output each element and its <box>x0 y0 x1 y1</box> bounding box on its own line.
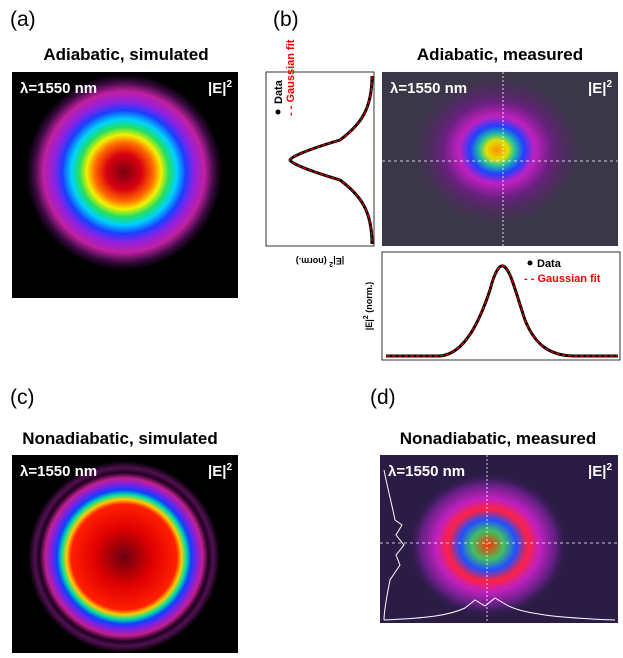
legend-label: Data <box>273 79 285 104</box>
field: |E| <box>208 80 226 97</box>
panel-title: Nonadiabatic, measured <box>400 429 597 448</box>
unit: (norm.) <box>364 282 374 316</box>
wavelength: λ=1550 nm <box>20 463 97 480</box>
fit-curve <box>386 265 618 357</box>
legend-text: Gaussian fit <box>285 39 297 102</box>
field: |E| <box>208 463 226 480</box>
mode-profile <box>407 70 587 230</box>
exponent: 2 <box>606 79 612 90</box>
field: |E| <box>588 80 606 97</box>
panel-label: (d) <box>370 386 396 409</box>
legend-marker <box>275 109 281 115</box>
profile-box <box>381 251 621 361</box>
unit: (norm.) <box>296 256 330 266</box>
profile-trace <box>383 597 616 621</box>
axis-label: |E|2 (norm.) <box>363 282 374 330</box>
field-label: |E|2 <box>208 462 232 480</box>
field: |E| <box>364 319 374 330</box>
panel-label: (b) <box>273 8 299 31</box>
legend-marker <box>527 260 533 266</box>
exponent: 2 <box>329 260 333 267</box>
exponent: 2 <box>226 79 232 90</box>
field-label: |E|2 <box>588 79 612 97</box>
fit-curve <box>289 75 373 245</box>
field-label: |E|2 <box>208 79 232 97</box>
legend-text: Gaussian fit <box>537 273 600 285</box>
legend-label: - - Gaussian fit <box>524 273 601 285</box>
field: |E| <box>588 463 606 480</box>
panel-title: Nonadiabatic, simulated <box>22 429 218 448</box>
axis-label: |E|2 (norm.) <box>296 256 344 267</box>
exponent: 2 <box>226 462 232 473</box>
panel-label: (a) <box>10 8 36 31</box>
mode-profile <box>28 461 220 653</box>
panel-title: Adiabatic, simulated <box>43 45 208 64</box>
legend-label: Data <box>537 258 562 270</box>
exponent: 2 <box>363 315 370 319</box>
wavelength: λ=1550 nm <box>388 463 465 480</box>
mode-profile <box>26 74 222 270</box>
legend-label: - - Gaussian fit <box>285 39 297 116</box>
exponent: 2 <box>606 462 612 473</box>
mode-profile <box>408 473 568 617</box>
panel-label: (c) <box>10 386 35 409</box>
profile-box <box>265 71 375 247</box>
wavelength: λ=1550 nm <box>20 80 97 97</box>
legend: Data - - Gaussian fit <box>273 39 297 116</box>
profile-trace <box>383 469 405 621</box>
field-label: |E|2 <box>588 462 612 480</box>
field: |E| <box>333 256 344 266</box>
wavelength: λ=1550 nm <box>390 80 467 97</box>
panel-title: Adiabatic, measured <box>417 45 583 64</box>
